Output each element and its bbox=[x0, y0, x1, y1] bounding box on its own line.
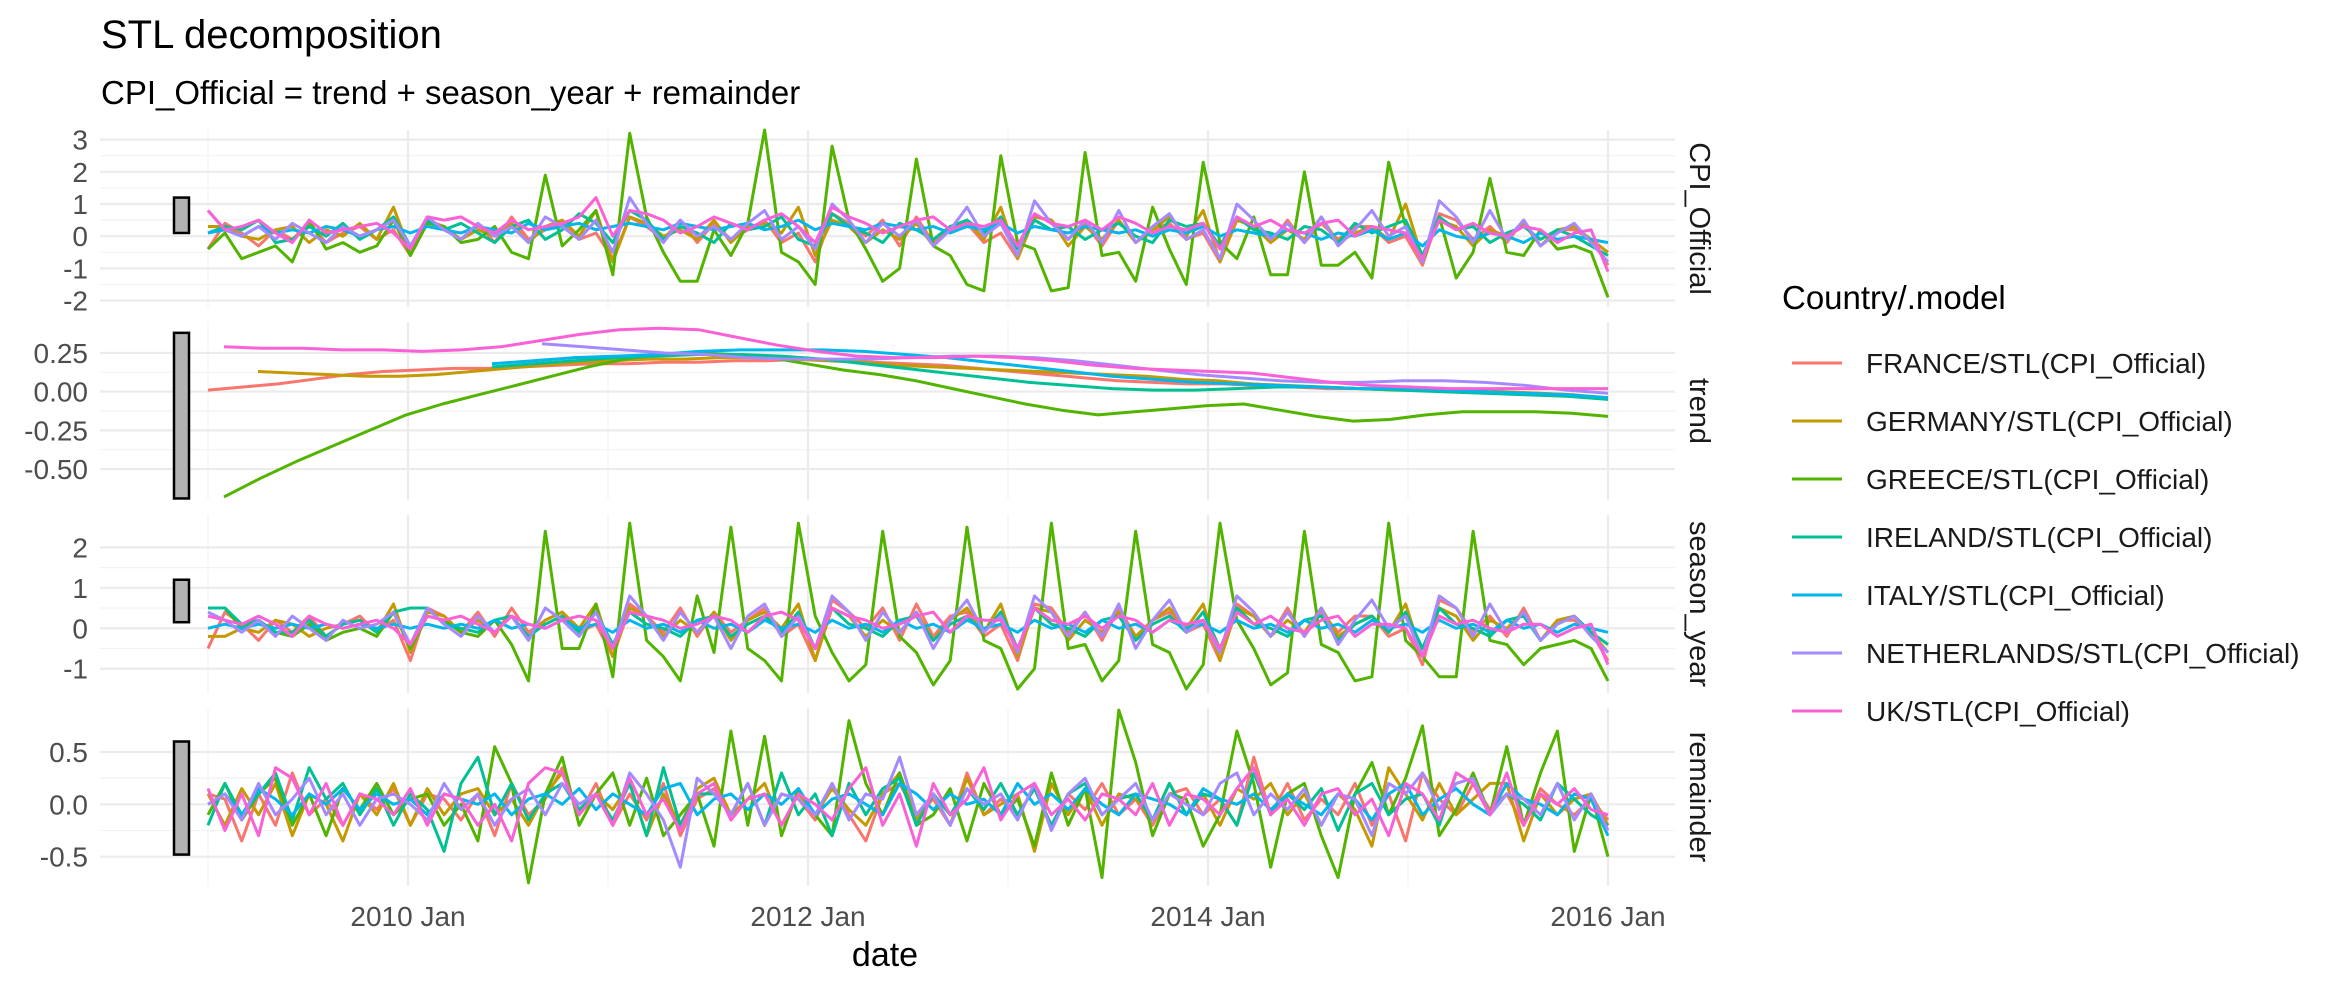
y-tick-label: -0.50 bbox=[24, 454, 88, 485]
legend-item: ITALY/STL(CPI_Official) bbox=[1792, 580, 2165, 611]
legend-label: GREECE/STL(CPI_Official) bbox=[1866, 464, 2209, 495]
y-tick-label: -0.5 bbox=[40, 842, 88, 873]
panel-remainder: 0.5 0.0 -0.5 remainder bbox=[40, 708, 1715, 886]
legend-item: FRANCE/STL(CPI_Official) bbox=[1792, 348, 2206, 379]
legend-item: GREECE/STL(CPI_Official) bbox=[1792, 464, 2209, 495]
y-tick-label: -2 bbox=[63, 286, 88, 317]
legend-item: IRELAND/STL(CPI_Official) bbox=[1792, 522, 2212, 553]
facet-strip-label: season_year bbox=[1683, 521, 1715, 687]
panel-trend: 0.25 0.00 -0.25 -0.50 trend bbox=[24, 322, 1715, 500]
series-line-netherlands bbox=[207, 594, 1610, 659]
series-line-ireland bbox=[206, 755, 1609, 853]
facet-strip-label: CPI_Official bbox=[1683, 142, 1715, 295]
series-line-greece bbox=[206, 128, 1610, 298]
facet-panels: 3210-1-2CPI_Official0.250.00-0.25-0.50tr… bbox=[24, 125, 1715, 886]
series-line-netherlands bbox=[206, 196, 1610, 264]
series-line-uk bbox=[206, 766, 1609, 848]
y-tick-label: -0.25 bbox=[24, 415, 88, 446]
y-tick-label: 0.5 bbox=[49, 737, 88, 768]
y-tick-label: 2 bbox=[72, 532, 88, 563]
series-line-netherlands bbox=[541, 342, 1609, 395]
chart-title: STL decomposition bbox=[101, 13, 442, 57]
x-tick-label: 2010 Jan bbox=[350, 901, 465, 932]
facet-strip-label: remainder bbox=[1683, 732, 1715, 863]
series-line-uk bbox=[206, 196, 1610, 273]
x-axis: 2010 Jan 2012 Jan 2014 Jan 2016 Jan bbox=[350, 901, 1665, 932]
y-tick-label: 0.00 bbox=[34, 377, 89, 408]
series-line-ireland bbox=[491, 353, 1609, 401]
chart-subtitle: CPI_Official = trend + season_year + rem… bbox=[101, 74, 800, 111]
legend-label: IRELAND/STL(CPI_Official) bbox=[1866, 522, 2212, 553]
series-line-greece bbox=[223, 351, 1609, 499]
y-tick-label: 0.25 bbox=[34, 338, 89, 369]
y-tick-label: 3 bbox=[72, 125, 88, 156]
legend-item: GERMANY/STL(CPI_Official) bbox=[1792, 406, 2233, 437]
x-tick-label: 2014 Jan bbox=[1150, 901, 1265, 932]
y-tick-label: -1 bbox=[63, 654, 88, 685]
y-tick-label: 1 bbox=[72, 573, 88, 604]
series-line-netherlands bbox=[207, 755, 1610, 869]
scale-bar bbox=[172, 196, 191, 235]
panel-season-year: 2 1 0 -1 season_year bbox=[63, 515, 1715, 693]
legend-item: UK/STL(CPI_Official) bbox=[1792, 696, 2130, 727]
legend-label: GERMANY/STL(CPI_Official) bbox=[1866, 406, 2233, 437]
x-axis-title: date bbox=[852, 936, 918, 974]
series-line-uk bbox=[223, 326, 1608, 391]
legend-title: Country/.model bbox=[1782, 279, 2006, 316]
scale-bar bbox=[172, 331, 191, 500]
legend-label: ITALY/STL(CPI_Official) bbox=[1866, 580, 2165, 611]
x-tick-label: 2016 Jan bbox=[1550, 901, 1665, 932]
legend-label: UK/STL(CPI_Official) bbox=[1866, 696, 2130, 727]
y-tick-label: -1 bbox=[63, 253, 88, 284]
x-tick-label: 2012 Jan bbox=[750, 901, 865, 932]
scale-bar bbox=[172, 578, 191, 624]
scale-bar bbox=[172, 740, 191, 856]
y-tick-label: 1 bbox=[72, 189, 88, 220]
legend-item: NETHERLANDS/STL(CPI_Official) bbox=[1792, 638, 2300, 669]
y-tick-label: 0 bbox=[72, 613, 88, 644]
facet-strip-label: trend bbox=[1683, 378, 1715, 444]
y-tick-label: 2 bbox=[72, 157, 88, 188]
y-tick-label: 0.0 bbox=[49, 789, 88, 820]
legend-label: FRANCE/STL(CPI_Official) bbox=[1866, 348, 2206, 379]
series-line-uk bbox=[207, 606, 1610, 666]
legend: Country/.model FRANCE/STL(CPI_Official) G… bbox=[1782, 279, 2300, 727]
legend-label: NETHERLANDS/STL(CPI_Official) bbox=[1866, 638, 2300, 669]
y-tick-label: 0 bbox=[72, 221, 88, 252]
